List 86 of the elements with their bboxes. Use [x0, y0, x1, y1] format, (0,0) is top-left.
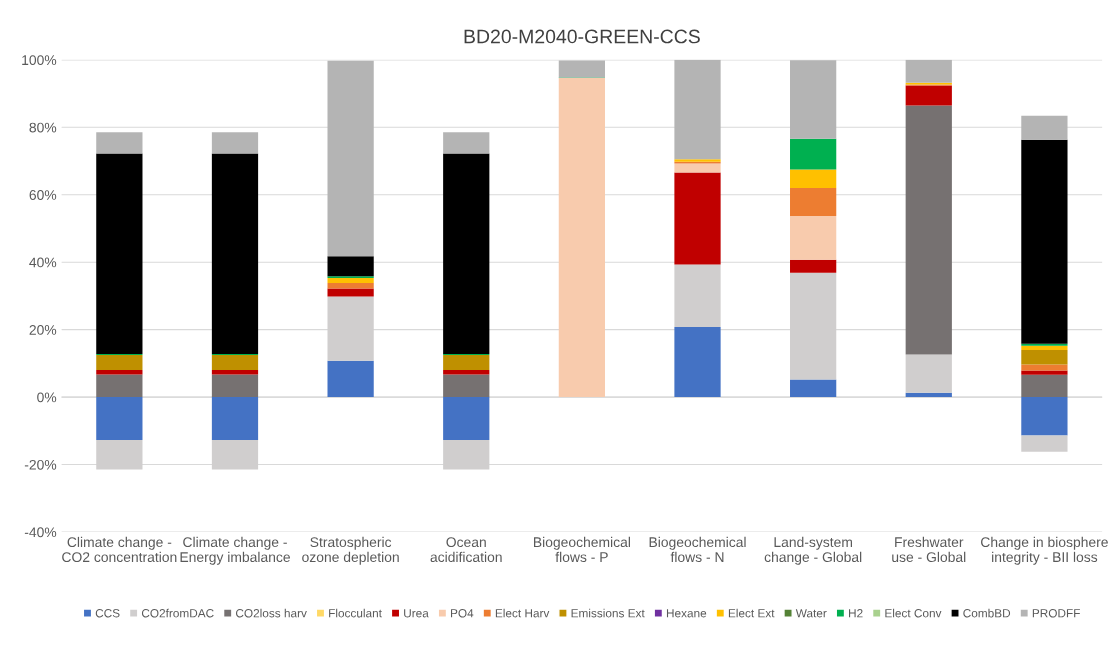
legend-label: H2 [849, 609, 863, 618]
y-tick-label: 100% [22, 55, 57, 66]
bar [327, 283, 374, 289]
bar [674, 59, 721, 160]
bar [1021, 345, 1068, 350]
bar [790, 259, 837, 273]
bar [443, 354, 490, 371]
bar [558, 78, 606, 398]
bar [327, 256, 374, 277]
bar [443, 153, 490, 354]
bar [790, 138, 837, 170]
legend-label: PO4 [451, 609, 474, 618]
legend-label: Elect Conv [885, 608, 942, 618]
y-tick-label: 0% [37, 392, 57, 403]
legend-label: PRODFF [1032, 609, 1080, 618]
bar [674, 326, 721, 398]
x-tick-label: Climate change - Energy imbalance [180, 536, 290, 565]
bar [96, 397, 143, 440]
bar [674, 264, 721, 327]
bar [211, 354, 259, 371]
x-tick-label: Biogeochemical flows - N [649, 536, 746, 563]
y-tick-label: 40% [29, 257, 57, 268]
legend-label: CO2loss harv [236, 608, 307, 618]
y-tick-label: 80% [29, 122, 57, 133]
bar [211, 153, 259, 354]
bar [211, 370, 259, 375]
legend-label: CO2fromDAC [141, 608, 214, 618]
bar [674, 163, 721, 173]
bar [443, 374, 490, 398]
bar [1021, 370, 1068, 375]
x-tick-label: Freshwater use - Global [892, 536, 966, 563]
bar [96, 354, 143, 371]
bar [905, 392, 952, 398]
bar [905, 85, 952, 106]
legend-label: Flocculant [329, 608, 382, 618]
legend-label: CombBD [963, 608, 1011, 618]
bar [443, 132, 490, 154]
bar [1021, 435, 1068, 452]
bar [327, 360, 374, 398]
bar [211, 374, 259, 398]
bar [96, 374, 143, 398]
y-tick-label: -20% [24, 459, 57, 470]
bar [558, 60, 606, 78]
legend-label: Hexane [666, 609, 707, 618]
bar [790, 379, 837, 398]
legend-label: Elect Ext [728, 608, 775, 618]
bar [790, 188, 837, 216]
bar [1021, 139, 1068, 344]
x-tick-label: Ocean acidification [430, 537, 502, 563]
x-tick-label: Stratospheric ozone depletion [302, 536, 399, 565]
bar [211, 132, 259, 154]
bar [96, 370, 143, 375]
bar [1021, 397, 1068, 436]
bar [790, 216, 837, 260]
bar [327, 288, 374, 297]
bar [1021, 343, 1068, 346]
y-tick-label: -40% [24, 527, 57, 538]
bar [211, 397, 259, 440]
legend-label: Urea [404, 609, 429, 618]
bar [905, 59, 952, 83]
bar [790, 60, 837, 139]
y-tick-label: 20% [29, 324, 57, 335]
x-tick-label: Biogeochemical flows - P [534, 536, 630, 563]
bar [905, 105, 952, 355]
legend-label: Water [795, 609, 827, 618]
bar [1021, 115, 1068, 140]
bar [674, 172, 721, 265]
bar [327, 60, 374, 257]
x-tick-label: Climate change - CO2 concentration [62, 536, 177, 563]
bar [443, 397, 490, 440]
bar [1021, 364, 1068, 371]
legend-label: Elect Harv [495, 608, 550, 618]
bar [96, 132, 143, 154]
bar [790, 169, 837, 189]
bar [905, 354, 952, 393]
bar [443, 370, 490, 375]
legend-label: CCS [95, 609, 120, 618]
chart-title: BD20-M2040-GREEN-CCS [464, 29, 700, 44]
bar [1021, 374, 1068, 398]
y-tick-label: 60% [29, 190, 57, 200]
bar [96, 153, 143, 354]
legend-label: Emissions Ext [571, 608, 645, 618]
x-tick-label: Land-system change - Global [764, 536, 862, 565]
bar [1021, 349, 1068, 365]
bar [327, 278, 374, 284]
x-tick-label: Change in biosphere integrity - BII loss [981, 536, 1108, 565]
